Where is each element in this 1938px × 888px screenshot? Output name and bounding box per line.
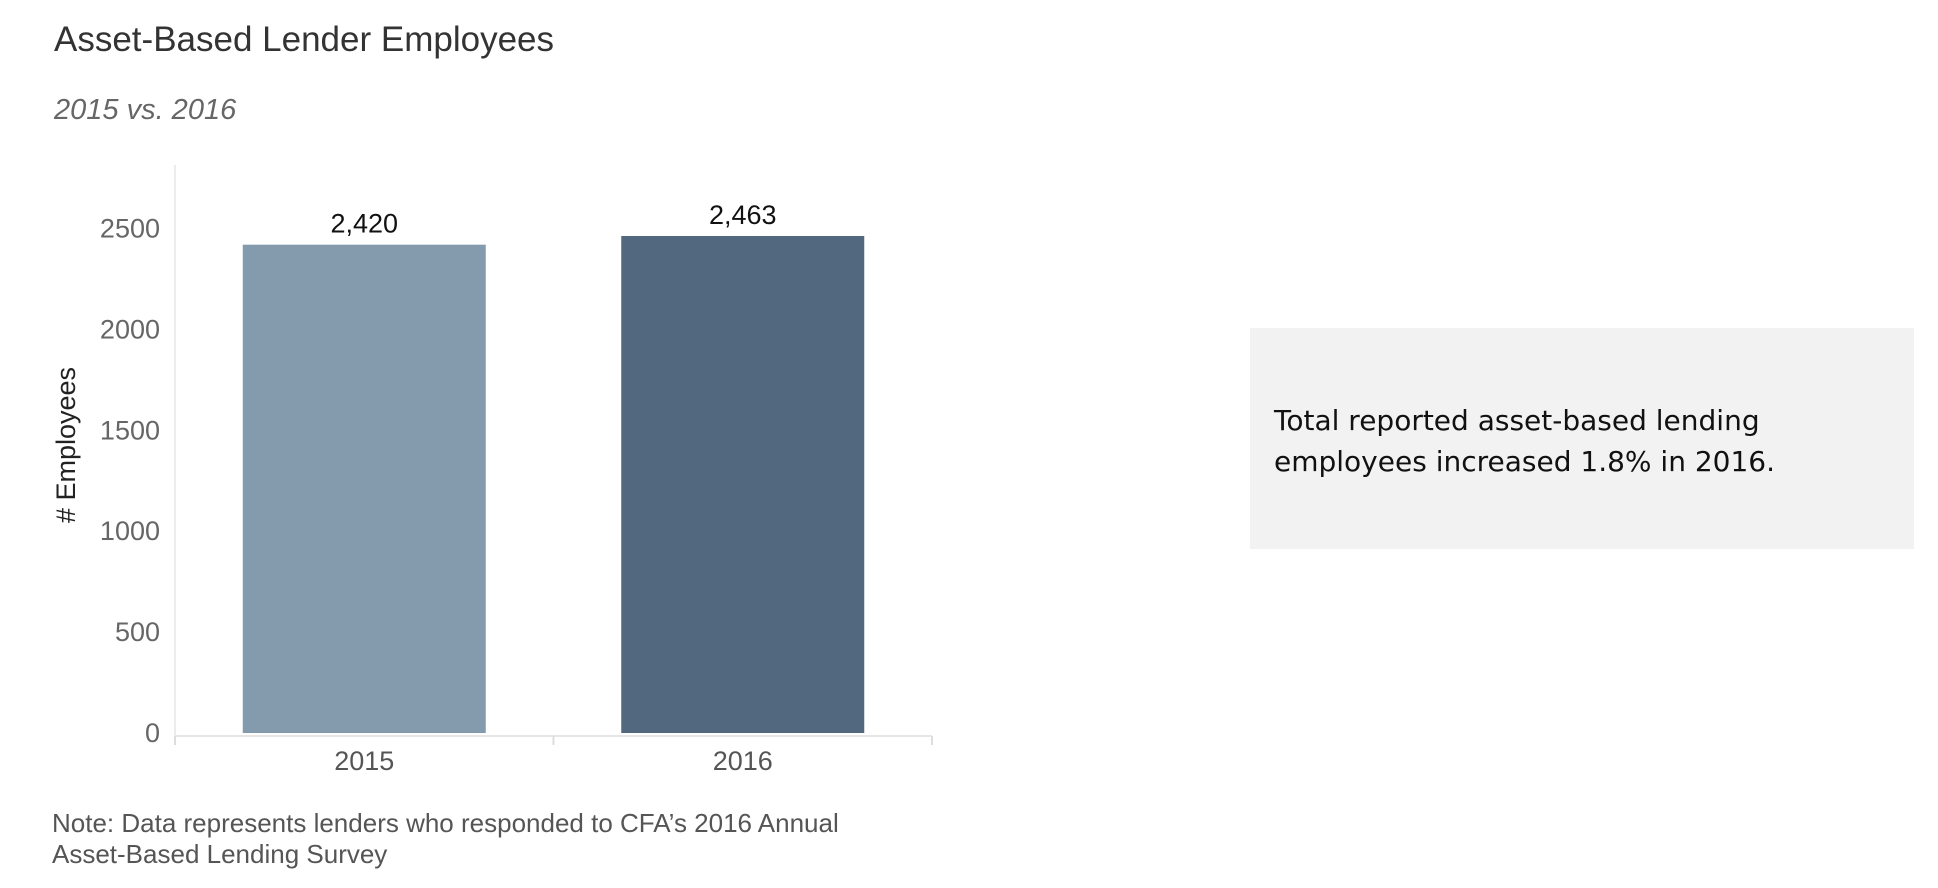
footnote: Note: Data represents lenders who respon… — [52, 808, 839, 870]
bar — [242, 244, 486, 733]
bar-chart: # Employees 0 500 1000 1500 2000 2500 2,420 201… — [51, 165, 933, 776]
y-axis-label: # Employees — [51, 367, 81, 523]
summary-callout-text: Total reported asset-based lending emplo… — [1274, 404, 1776, 478]
y-tick-label: 1500 — [100, 415, 160, 445]
page-subtitle: 2015 vs. 2016 — [54, 94, 237, 126]
y-tick-label: 0 — [145, 718, 160, 748]
x-tick-label: 2015 — [334, 746, 394, 776]
y-tick-label: 2000 — [100, 314, 160, 344]
footnote-line-1: Note: Data represents lenders who respon… — [52, 808, 839, 838]
page-title: Asset-Based Lender Employees — [54, 20, 554, 59]
y-tick-label: 500 — [115, 617, 160, 647]
summary-callout: Total reported asset-based lending emplo… — [1250, 328, 1914, 549]
bar — [621, 236, 865, 734]
y-tick-label: 2500 — [100, 214, 160, 244]
data-label: 2,463 — [709, 200, 777, 230]
data-label: 2,420 — [330, 209, 398, 239]
x-tick-label: 2016 — [713, 746, 773, 776]
footnote-line-2: Asset-Based Lending Survey — [52, 839, 388, 869]
y-tick-label: 1000 — [100, 516, 160, 546]
